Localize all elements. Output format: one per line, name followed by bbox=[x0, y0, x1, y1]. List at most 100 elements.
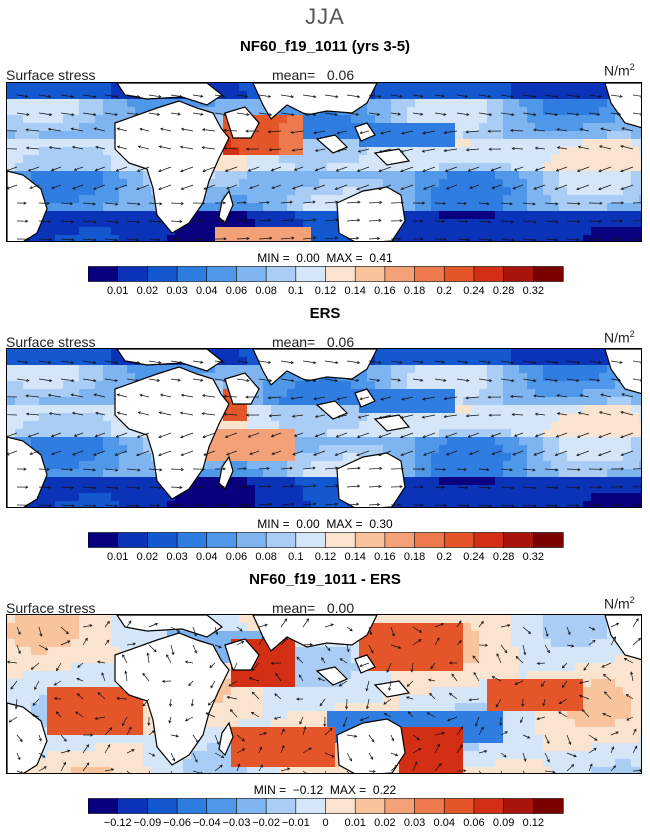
field-cell bbox=[583, 485, 592, 494]
field-cell bbox=[535, 663, 544, 672]
stress-vector bbox=[446, 450, 458, 456]
field-cell bbox=[303, 461, 312, 470]
field-cell bbox=[567, 187, 576, 196]
stress-vector bbox=[203, 184, 216, 190]
field-cell bbox=[287, 115, 296, 124]
stress-vector-head bbox=[270, 168, 275, 172]
field-cell bbox=[175, 235, 184, 241]
field-cell bbox=[287, 647, 296, 656]
field-cell bbox=[535, 615, 544, 624]
field-cell bbox=[543, 671, 552, 680]
field-cell bbox=[463, 469, 472, 478]
field-cell bbox=[55, 485, 64, 494]
field-cell bbox=[487, 139, 496, 148]
field-cell bbox=[311, 437, 320, 446]
field-cell bbox=[271, 663, 280, 672]
field-cell bbox=[455, 469, 464, 478]
field-cell bbox=[103, 155, 112, 164]
field-cell bbox=[599, 115, 608, 124]
field-cell bbox=[463, 615, 472, 624]
field-cell bbox=[71, 365, 80, 374]
field-cell bbox=[607, 227, 616, 236]
colorbar-tick-label: 0.14 bbox=[344, 285, 366, 297]
field-cell bbox=[71, 163, 80, 172]
field-cell bbox=[47, 211, 56, 220]
field-cell bbox=[15, 373, 24, 382]
stress-vector-head bbox=[200, 360, 204, 364]
field-cell bbox=[31, 405, 40, 414]
field-cell bbox=[23, 397, 32, 406]
field-cell bbox=[95, 421, 104, 430]
field-cell bbox=[143, 437, 152, 446]
stress-vector bbox=[302, 112, 316, 116]
field-cell bbox=[535, 453, 544, 462]
field-cell bbox=[495, 123, 504, 132]
field-cell bbox=[583, 187, 592, 196]
field-cell bbox=[519, 349, 528, 358]
field-cell bbox=[407, 179, 416, 188]
field-cell bbox=[527, 349, 536, 358]
field-cell bbox=[87, 663, 96, 672]
field-cell bbox=[15, 389, 24, 398]
field-cell bbox=[303, 179, 312, 188]
field-cell bbox=[103, 203, 112, 212]
field-cell bbox=[335, 453, 344, 462]
field-cell bbox=[623, 139, 632, 148]
field-cell bbox=[519, 211, 528, 220]
stress-vector bbox=[500, 112, 514, 116]
field-cell bbox=[423, 397, 432, 406]
field-cell bbox=[263, 485, 272, 494]
colorbar-tick-label: 0.18 bbox=[403, 285, 426, 297]
field-cell bbox=[255, 171, 264, 180]
field-cell bbox=[311, 663, 320, 672]
field-cell bbox=[255, 227, 264, 236]
field-cell bbox=[439, 365, 448, 374]
field-cell bbox=[423, 453, 432, 462]
field-cell bbox=[447, 131, 456, 140]
field-cell bbox=[543, 381, 552, 390]
stress-vector bbox=[577, 166, 590, 172]
stress-vector bbox=[346, 360, 360, 364]
field-cell bbox=[39, 123, 48, 132]
field-cell bbox=[15, 655, 24, 664]
stress-vector bbox=[610, 112, 621, 115]
field-cell bbox=[391, 107, 400, 116]
stress-vector bbox=[16, 94, 28, 97]
field-cell bbox=[575, 131, 584, 140]
field-cell bbox=[607, 437, 616, 446]
field-cell bbox=[431, 461, 440, 470]
field-cell bbox=[447, 453, 456, 462]
stress-vector-head bbox=[576, 434, 581, 438]
stress-vector bbox=[346, 201, 361, 204]
field-cell bbox=[71, 663, 80, 672]
field-cell bbox=[543, 219, 552, 228]
stress-vector-head bbox=[533, 238, 537, 241]
stress-vector bbox=[346, 237, 359, 240]
colorbar-swatch bbox=[414, 266, 445, 282]
field-cell bbox=[583, 663, 592, 672]
field-cell bbox=[343, 179, 352, 188]
stress-vector-head bbox=[357, 218, 361, 222]
field-cell bbox=[295, 397, 304, 406]
field-cell bbox=[511, 147, 520, 156]
field-cell bbox=[559, 437, 568, 446]
field-cell bbox=[423, 413, 432, 422]
field-cell bbox=[327, 219, 336, 228]
stress-vector-head bbox=[511, 238, 515, 241]
field-cell bbox=[639, 235, 641, 241]
field-cell bbox=[295, 429, 304, 438]
stress-vector bbox=[598, 166, 612, 172]
field-cell bbox=[455, 99, 464, 108]
stress-vector-head bbox=[139, 127, 143, 131]
field-cell bbox=[511, 187, 520, 196]
field-cell bbox=[423, 381, 432, 390]
field-cell bbox=[223, 437, 232, 446]
stress-vector bbox=[236, 112, 249, 116]
field-cell bbox=[255, 203, 264, 212]
stress-vector bbox=[356, 184, 370, 190]
field-cell bbox=[375, 115, 384, 124]
stress-vector bbox=[368, 360, 381, 364]
field-cell bbox=[559, 615, 568, 624]
field-cell bbox=[567, 163, 576, 172]
stress-vector-head bbox=[399, 415, 404, 419]
